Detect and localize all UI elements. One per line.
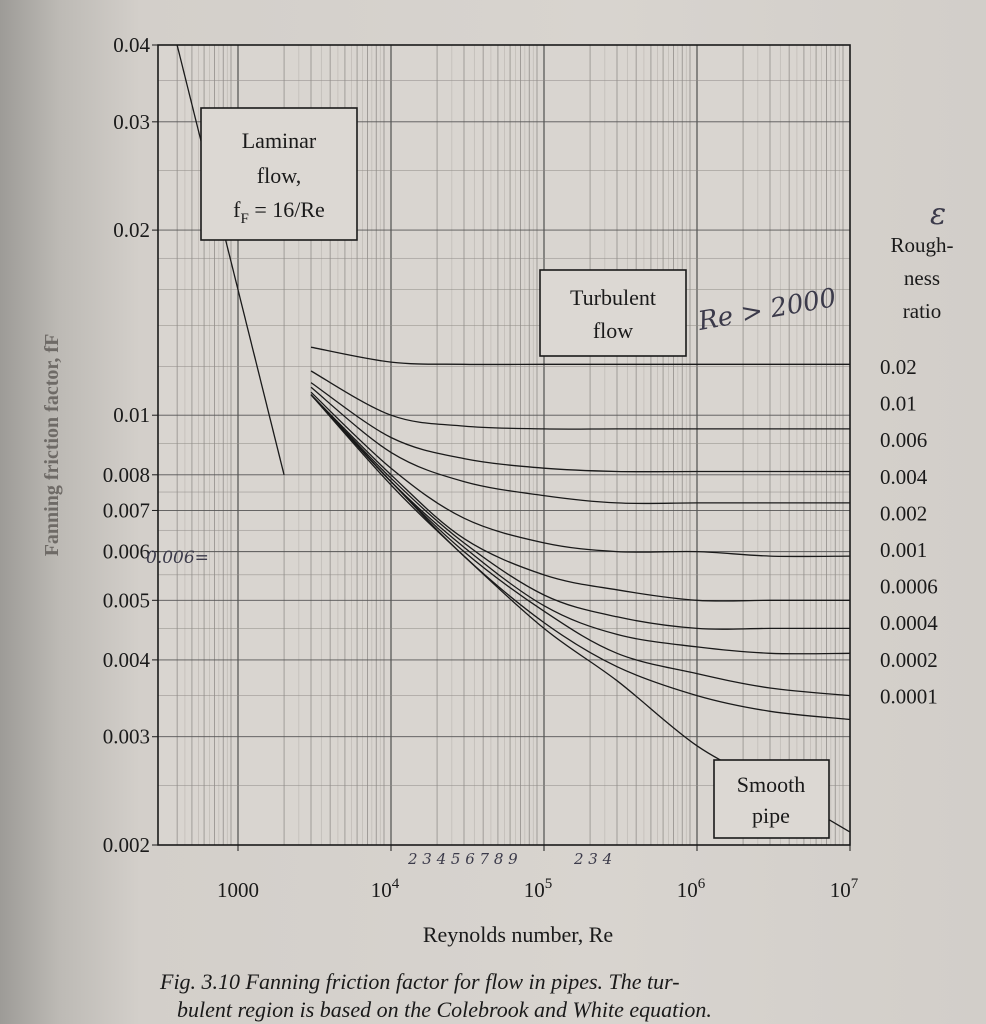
laminar-box-line1: Laminar (242, 128, 317, 153)
caption-line-1: Fig. 3.10 Fanning friction factor for fl… (160, 969, 680, 994)
series-line-10 (310, 394, 851, 721)
smooth-box-line1: Smooth (737, 772, 805, 797)
roughness-header-1: Rough- (891, 233, 954, 257)
series-line-4 (310, 386, 850, 505)
x-tick-label: 107 (830, 876, 859, 902)
x-tick-exponent: 4 (392, 876, 400, 892)
laminar-box: Laminar flow, fF = 16/Re (200, 107, 358, 241)
turbulent-box: Turbulent flow (539, 269, 687, 357)
plot-frame (157, 44, 851, 846)
x-tick-label: 105 (524, 876, 553, 902)
roughness-ratio-label: 0.0004 (880, 611, 938, 635)
roughness-ratio-label: 0.0006 (880, 575, 938, 599)
roughness-ratio-label: 0.002 (880, 501, 927, 525)
roughness-ratio-label: 0.001 (880, 538, 927, 562)
series-line-5 (310, 391, 851, 558)
roughness-header-2: ness (904, 266, 940, 290)
turbulent-box-line2: flow (593, 318, 633, 343)
laminar-line (176, 44, 285, 475)
y-axis-label: Fanning friction factor, fF (41, 334, 63, 557)
friction-factor-chart: 0.04 0.03 0.02 0.01 0.008 0.007 0.006 0.005 0.00… (41, 33, 954, 947)
x-tick-label: 106 (677, 876, 706, 902)
turbulent-box-line1: Turbulent (570, 285, 656, 310)
y-tick-label: 0.003 (103, 725, 150, 749)
laminar-formula-rest: = 16/Re (249, 197, 325, 222)
x-tick-exponent: 6 (698, 876, 706, 892)
x-tick-label: 104 (371, 876, 400, 902)
roughness-ratio-label: 0.006 (880, 428, 927, 452)
y-tick-label: 0.01 (113, 403, 150, 427)
roughness-ratio-label: 0.004 (880, 465, 928, 489)
y-tick-labels: 0.04 0.03 0.02 0.01 0.008 0.007 0.006 0.005 0.00… (103, 33, 158, 857)
series-line-3 (310, 382, 850, 473)
roughness-ratio-label: 0.02 (880, 355, 917, 379)
roughness-ratio-label: 0.0001 (880, 684, 938, 708)
series-line-7 (310, 394, 850, 630)
x-axis-label: Reynolds number, Re (423, 922, 613, 947)
figure-caption: Fig. 3.10 Fanning friction factor for fl… (160, 968, 960, 1024)
handwritten-left-mark: 0.006= (146, 548, 209, 568)
y-tick-label: 0.005 (103, 588, 150, 612)
series-line-2 (310, 370, 850, 430)
x-tick-exponent: 7 (851, 876, 859, 892)
handwritten-epsilon: ε (930, 197, 946, 232)
laminar-formula-f: f (233, 197, 241, 222)
y-tick-label: 0.04 (113, 33, 150, 57)
y-tick-label: 0.002 (103, 833, 150, 857)
y-tick-label: 0.03 (113, 110, 150, 134)
laminar-formula-subscript: F (241, 211, 249, 227)
smooth-box-line2: pipe (752, 803, 790, 828)
series-line-6 (310, 394, 850, 602)
y-tick-label: 0.006 (103, 540, 150, 564)
handwritten-digits-1: 2 3 4 5 6 7 8 9 (407, 850, 518, 868)
y-tick-label: 0.02 (113, 218, 150, 242)
roughness-ratio-label: 0.01 (880, 392, 917, 416)
laminar-box-formula: fF = 16/Re (233, 197, 325, 227)
x-tick-exponent: 5 (545, 876, 553, 892)
caption-line-2: bulent region is based on the Colebrook … (177, 997, 712, 1022)
y-tick-label: 0.008 (103, 463, 150, 487)
handwritten-digits-2: 2 3 4 (573, 850, 612, 868)
roughness-ratio-labels: 0.02 0.01 0.006 0.004 0.002 0.001 0.0006 0.0004… (880, 355, 938, 708)
x-tick-label: 1000 (217, 878, 259, 902)
x-tick-labels: 1000 104 105 106 107 (217, 845, 859, 902)
series-line-1 (310, 346, 850, 366)
roughness-header-3: ratio (903, 299, 941, 323)
y-tick-label: 0.004 (103, 648, 151, 672)
y-tick-label: 0.007 (103, 498, 150, 522)
roughness-ratio-label: 0.0002 (880, 648, 938, 672)
laminar-box-line2: flow, (257, 163, 301, 188)
smooth-pipe-box: Smooth pipe (713, 759, 830, 839)
